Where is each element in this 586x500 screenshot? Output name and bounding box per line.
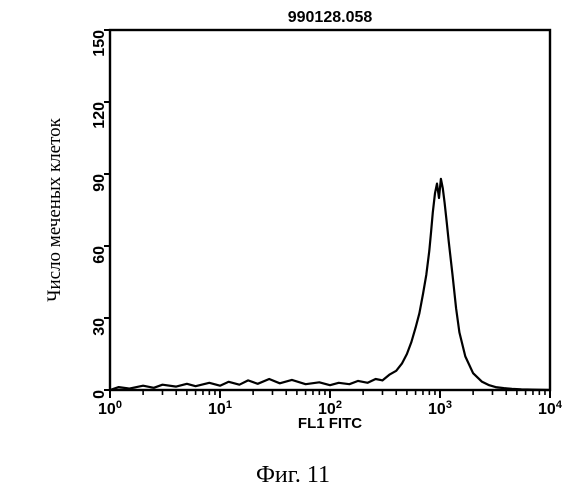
y-tick-label: 120: [91, 102, 108, 129]
histogram-svg: 990128.058 0 30 60 90 120 150 Число меченых кле…: [0, 0, 586, 500]
figure-caption: Фиг. 11: [256, 462, 330, 488]
y-tick-label: 0: [91, 390, 108, 399]
y-tick-label: 60: [91, 246, 108, 264]
background: [0, 0, 586, 500]
x-axis-label: FL1 FITC: [298, 415, 362, 432]
y-tick-label: 150: [91, 30, 108, 57]
y-tick-label: 30: [91, 318, 108, 336]
y-axis-label: Число меченых клеток: [44, 117, 65, 302]
chart-container: 990128.058 0 30 60 90 120 150 Число меченых кле…: [0, 0, 586, 500]
chart-title: 990128.058: [288, 9, 373, 26]
y-tick-label: 90: [91, 174, 108, 192]
